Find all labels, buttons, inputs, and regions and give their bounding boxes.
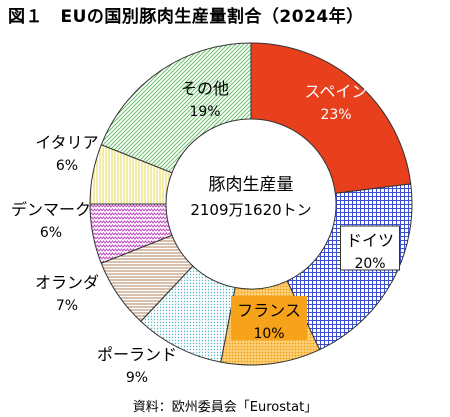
chart-title: 図１ EUの国別豚肉生産量割合（2024年） (8, 7, 364, 27)
slice-name-others: その他 (181, 79, 229, 98)
slice-name-italy: イタリア (35, 133, 98, 152)
slice-value-netherlands: 7% (56, 298, 78, 314)
slice-name-spain: スペイン (305, 82, 368, 101)
slice-value-denmark: 6% (40, 225, 62, 241)
slice-others (100, 42, 252, 174)
slice-value-italy: 6% (56, 158, 78, 174)
slice-value-poland: 9% (126, 370, 148, 386)
source-note: 資料：欧州委員会「Eurostat」 (132, 400, 318, 415)
slice-value-others: 19% (189, 104, 220, 120)
slice-spain (250, 42, 412, 194)
label-denmark: デンマーク 6% (11, 200, 91, 241)
center-label-title: 豚肉生産量 (209, 175, 294, 195)
label-france: フランス 10% (231, 296, 307, 342)
label-box-france (231, 296, 307, 340)
slice-name-denmark: デンマーク (11, 200, 91, 219)
center-label-value: 2109万1620トン (190, 201, 311, 219)
slice-labels: スペイン 23% ドイツ 20% フランス 10% ポーランド 9% オランダ 7% デンマーク 6%… (11, 79, 400, 386)
label-box-germany (340, 225, 400, 271)
label-others: その他 19% (181, 79, 229, 120)
slice-name-poland: ポーランド (97, 345, 177, 364)
slice-name-germany: ドイツ (346, 231, 394, 250)
slice-name-netherlands: オランダ (35, 273, 99, 292)
label-netherlands: オランダ 7% (35, 273, 99, 314)
label-germany: ドイツ 20% (340, 225, 400, 272)
label-italy: イタリア 6% (35, 133, 98, 174)
slice-name-france: フランス (237, 301, 301, 320)
center-label: 豚肉生産量 2109万1620トン (190, 175, 311, 219)
slice-value-spain: 23% (320, 107, 351, 123)
label-spain: スペイン 23% (305, 82, 368, 123)
slice-value-germany: 20% (354, 256, 385, 272)
slice-value-france: 10% (253, 326, 284, 342)
label-poland: ポーランド 9% (97, 345, 177, 386)
